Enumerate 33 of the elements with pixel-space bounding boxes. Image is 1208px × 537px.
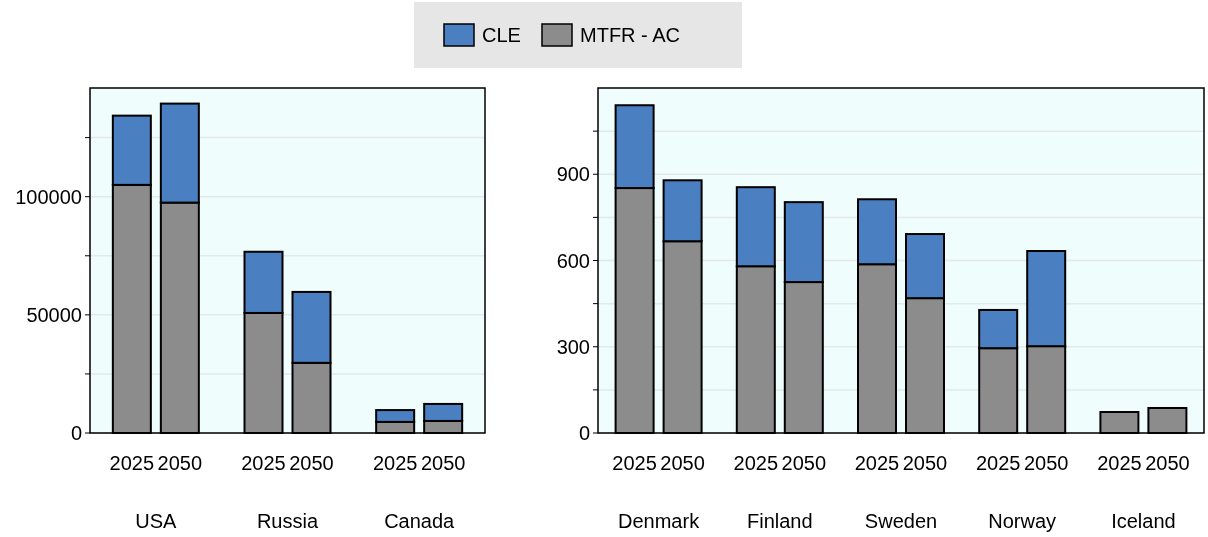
y-tick-label: 600 <box>556 249 590 272</box>
text: Canada <box>384 510 456 532</box>
y-tick-label: 900 <box>556 163 590 186</box>
x-tick-label: 2025 <box>1097 452 1142 474</box>
x-tick-label: 2025 <box>854 452 900 474</box>
text: Norway <box>988 510 1057 532</box>
x-tick-label: 2050 <box>781 452 827 474</box>
y-tick-label: 0 <box>70 422 82 444</box>
x-tick-label: 2025 <box>975 452 1021 474</box>
x-tick-label: 2025 <box>109 452 155 474</box>
legend-label: MTFR - AC <box>580 24 680 46</box>
x-tick-label: 2025 <box>372 452 418 474</box>
text: Finland <box>747 510 813 532</box>
x-tick-label: 2050 <box>1023 452 1069 474</box>
y-tick-label: 300 <box>556 335 590 358</box>
x-tick-label: 2025 <box>733 452 779 474</box>
x-tick-label: 2050 <box>157 452 203 474</box>
text: Russia <box>256 510 319 532</box>
x-tick-label: 2025 <box>612 452 657 474</box>
x-tick-label: 2050 <box>289 452 334 474</box>
text: Sweden <box>864 510 938 532</box>
text: Iceland <box>1111 510 1176 532</box>
x-tick-label: 2050 <box>660 452 705 474</box>
x-tick-label: 2050 <box>1145 452 1190 474</box>
text: Denmark <box>618 510 701 532</box>
y-tick-label: 0 <box>578 422 590 444</box>
y-tick-label: 100000 <box>15 185 82 208</box>
x-tick-label: 2050 <box>420 452 466 474</box>
y-tick-label: 50000 <box>26 303 82 326</box>
text: USA <box>135 510 178 532</box>
x-tick-label: 2050 <box>902 452 948 474</box>
x-tick-label: 2025 <box>241 452 286 474</box>
legend-label: CLE <box>482 24 521 46</box>
